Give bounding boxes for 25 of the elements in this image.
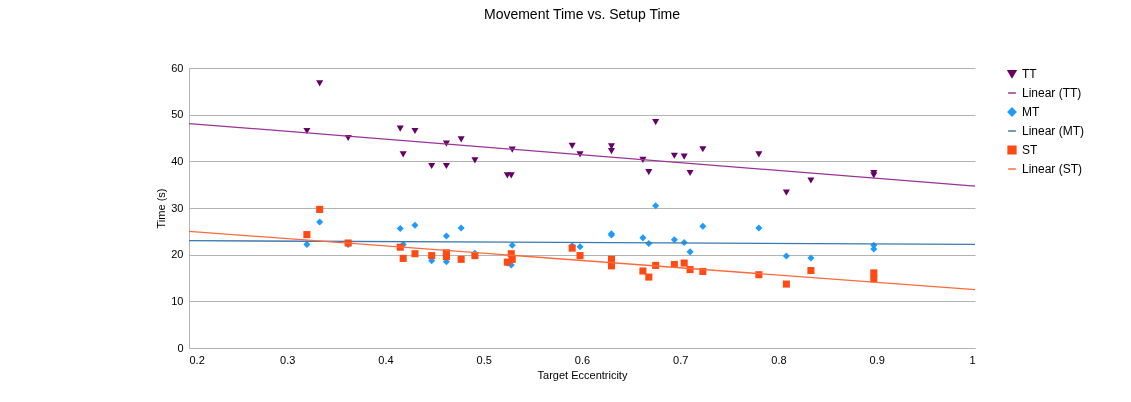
x-tick-label: 0.4 <box>378 353 394 366</box>
legend-label: TT <box>1022 67 1038 81</box>
y-tick-label: 10 <box>171 294 184 307</box>
x-tick-label: 0.2 <box>189 353 205 366</box>
x-tick-label: 0.5 <box>476 353 492 366</box>
legend-label: Linear (MT) <box>1022 124 1085 138</box>
legend-label: Linear (TT) <box>1022 86 1082 100</box>
y-tick-label: 50 <box>171 108 184 121</box>
legend-label: MT <box>1022 105 1040 119</box>
y-tick-label: 0 <box>177 341 184 354</box>
x-tick-label: 1 <box>969 353 976 366</box>
y-tick-label: 30 <box>171 201 184 214</box>
y-axis-title: Time (s) <box>155 188 168 229</box>
legend-label: Linear (ST) <box>1022 162 1083 176</box>
x-tick-label: 0.8 <box>771 353 787 366</box>
x-tick-label: 0.6 <box>574 353 591 366</box>
y-tick-label: 60 <box>171 61 184 74</box>
legend-label: ST <box>1022 143 1038 157</box>
x-tick-label: 0.3 <box>280 353 296 366</box>
chart-title: Movement Time vs. Setup Time <box>483 6 681 22</box>
x-axis-title: Target Eccentricity <box>537 368 628 381</box>
x-tick-label: 0.9 <box>869 353 885 366</box>
y-tick-label: 40 <box>171 154 184 167</box>
x-tick-label: 0.7 <box>673 353 689 366</box>
y-tick-label: 20 <box>171 248 184 261</box>
